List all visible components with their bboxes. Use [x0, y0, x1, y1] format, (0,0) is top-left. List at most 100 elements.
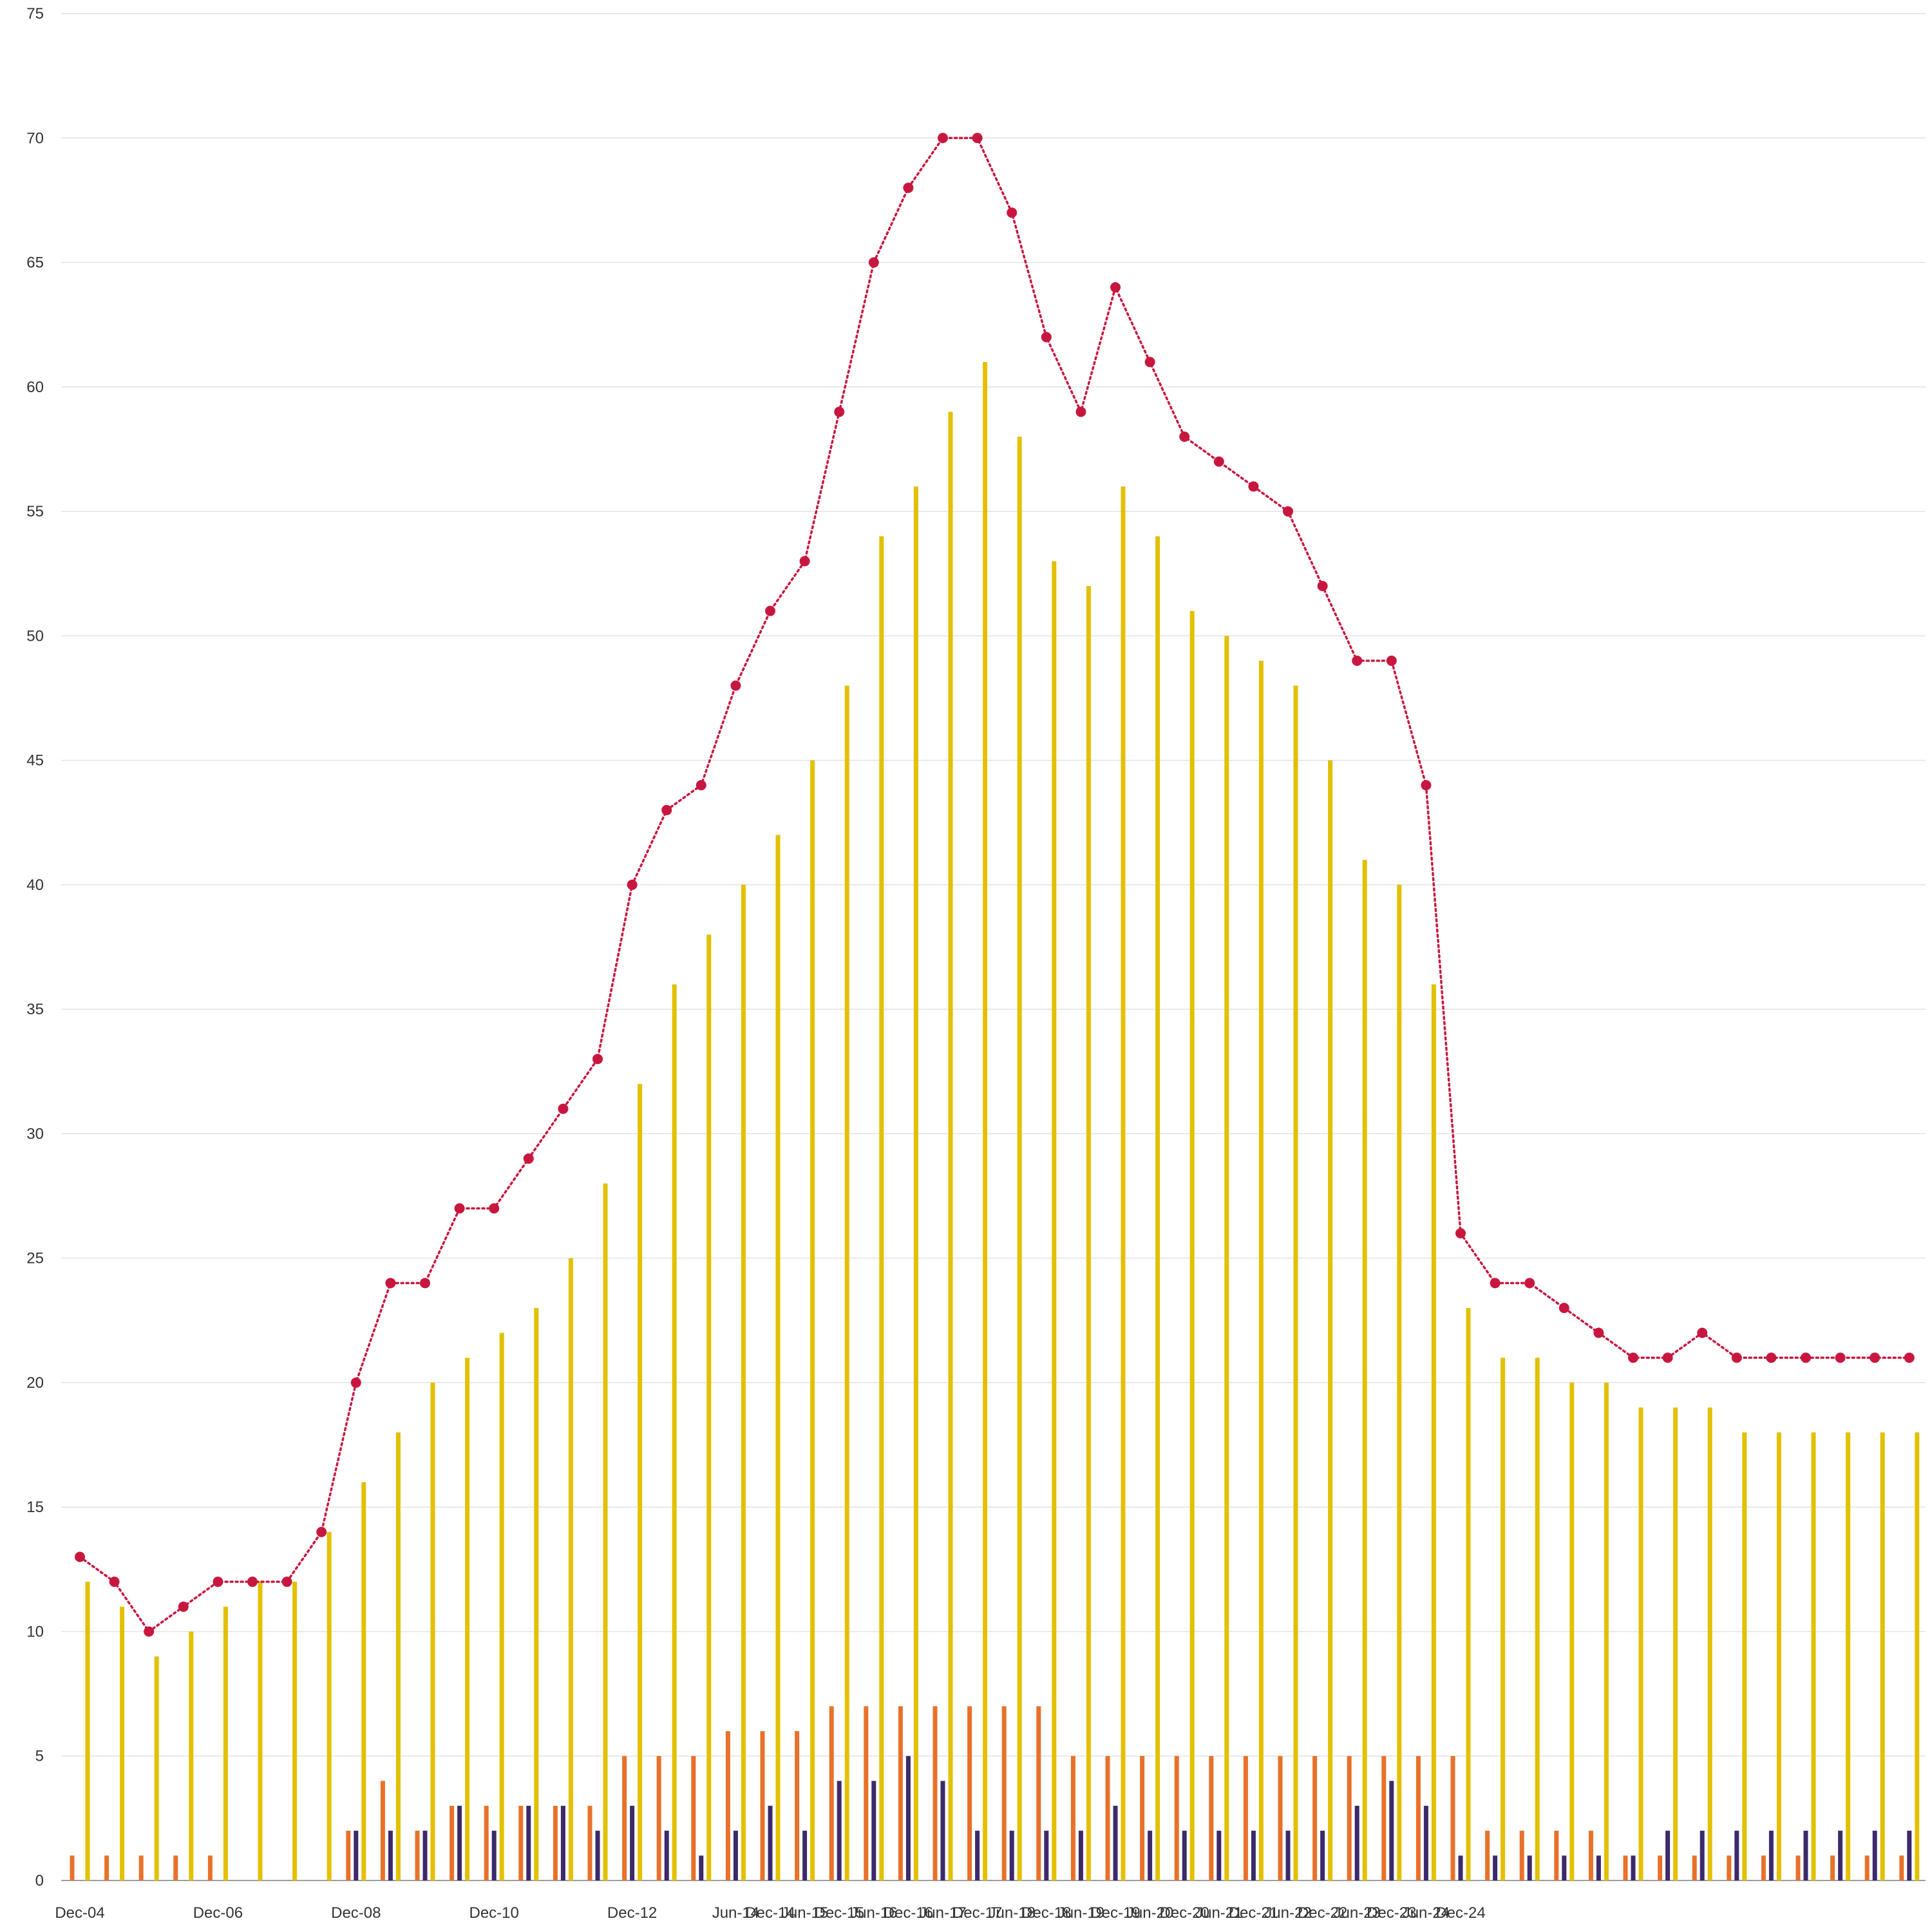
line-point — [75, 1551, 85, 1562]
line-point — [1835, 1352, 1846, 1363]
bar — [898, 1706, 903, 1880]
bar — [1673, 1407, 1678, 1880]
line-point — [558, 1103, 569, 1114]
bar — [664, 1830, 669, 1880]
x-axis-tick-labels: Dec-04 Dec-06 Dec-08 Dec-10 Dec-12 Jun-14Dec-… — [55, 1904, 1485, 1922]
bar — [457, 1806, 462, 1880]
y-tick-label: 40 — [26, 876, 44, 894]
bar — [1312, 1756, 1318, 1880]
bar — [1458, 1855, 1463, 1880]
line-point — [454, 1203, 465, 1214]
bar — [741, 884, 746, 1880]
bar — [1493, 1855, 1498, 1880]
bar — [837, 1781, 842, 1880]
bar — [802, 1830, 808, 1880]
line-point — [972, 133, 983, 144]
bar — [1830, 1855, 1835, 1880]
y-tick-label: 55 — [26, 503, 44, 520]
bar — [361, 1482, 366, 1880]
x-tick-label: Dec-20 — [1160, 1904, 1209, 1922]
bar — [422, 1830, 428, 1880]
line-point — [1248, 481, 1259, 492]
line-point — [696, 780, 706, 791]
bar-series — [70, 362, 1920, 1881]
bar — [1362, 860, 1367, 1880]
bar — [1519, 1830, 1524, 1880]
y-axis-tick-labels: 0 5 10 15 20 25 30 35 40 45 50 55 60 65 70 75 — [26, 5, 44, 1889]
x-tick-label: Dec-10 — [469, 1904, 519, 1922]
bar — [975, 1830, 980, 1880]
line-point — [627, 879, 638, 890]
bar — [1078, 1830, 1083, 1880]
bar — [879, 536, 884, 1880]
bar — [1665, 1830, 1671, 1880]
bar — [1466, 1307, 1471, 1880]
bar — [672, 984, 677, 1880]
bar — [395, 1432, 401, 1880]
bar — [1803, 1830, 1808, 1880]
bar — [388, 1830, 393, 1880]
bar — [706, 934, 712, 1880]
line-point — [1352, 655, 1363, 666]
bar — [346, 1830, 351, 1880]
x-tick-label: Dec-23 — [1367, 1904, 1416, 1922]
bar — [1397, 884, 1402, 1880]
bar — [1224, 636, 1229, 1881]
line-point — [1075, 406, 1086, 417]
bar — [1450, 1756, 1455, 1880]
bar — [1596, 1855, 1601, 1880]
bar — [1389, 1781, 1394, 1880]
bar — [491, 1830, 497, 1880]
bar — [1692, 1855, 1697, 1880]
y-tick-label: 50 — [26, 627, 44, 645]
bar — [1140, 1756, 1145, 1880]
bar — [1354, 1806, 1359, 1880]
bar — [1742, 1432, 1747, 1880]
bar — [691, 1756, 696, 1880]
line-point — [1144, 357, 1155, 368]
bar — [1700, 1830, 1705, 1880]
y-tick-label: 35 — [26, 1001, 44, 1018]
x-tick-label: Dec-14 — [745, 1904, 795, 1922]
gridlines — [61, 13, 1926, 1881]
line-point — [1007, 207, 1018, 218]
bar — [1485, 1830, 1490, 1880]
line-point — [1662, 1352, 1673, 1363]
bar — [1121, 486, 1126, 1880]
bar — [70, 1855, 75, 1880]
line-point — [1421, 780, 1432, 791]
y-tick-label: 70 — [26, 129, 44, 147]
line-point — [1386, 655, 1397, 666]
bar — [725, 1731, 730, 1880]
bar — [450, 1806, 455, 1880]
y-tick-label: 60 — [26, 379, 44, 396]
line-point — [1870, 1352, 1880, 1363]
bar — [258, 1582, 263, 1880]
bar — [1182, 1830, 1187, 1880]
line-point — [1455, 1228, 1466, 1239]
bar — [1727, 1855, 1732, 1880]
line-point — [1524, 1278, 1535, 1289]
bar — [1588, 1830, 1593, 1880]
bar — [189, 1631, 194, 1880]
bar — [1209, 1756, 1214, 1880]
x-tick-label: Jun-17 — [919, 1904, 966, 1922]
line-point — [868, 257, 879, 268]
line-point — [799, 556, 810, 567]
bar — [1501, 1358, 1506, 1880]
bar — [1846, 1432, 1851, 1880]
bar — [1838, 1830, 1843, 1880]
line-point — [281, 1577, 292, 1587]
line-point — [1490, 1278, 1501, 1289]
bar — [1278, 1756, 1283, 1880]
line-point — [523, 1153, 534, 1164]
line-point — [1317, 581, 1328, 592]
x-tick-label: Jun-19 — [1057, 1904, 1104, 1922]
line-point — [385, 1278, 396, 1289]
bar — [1431, 984, 1436, 1880]
bar — [1086, 586, 1091, 1881]
bar — [1052, 561, 1057, 1881]
x-tick-label: Jun-23 — [1334, 1904, 1381, 1922]
bar — [1189, 611, 1195, 1881]
bar — [1562, 1855, 1567, 1880]
